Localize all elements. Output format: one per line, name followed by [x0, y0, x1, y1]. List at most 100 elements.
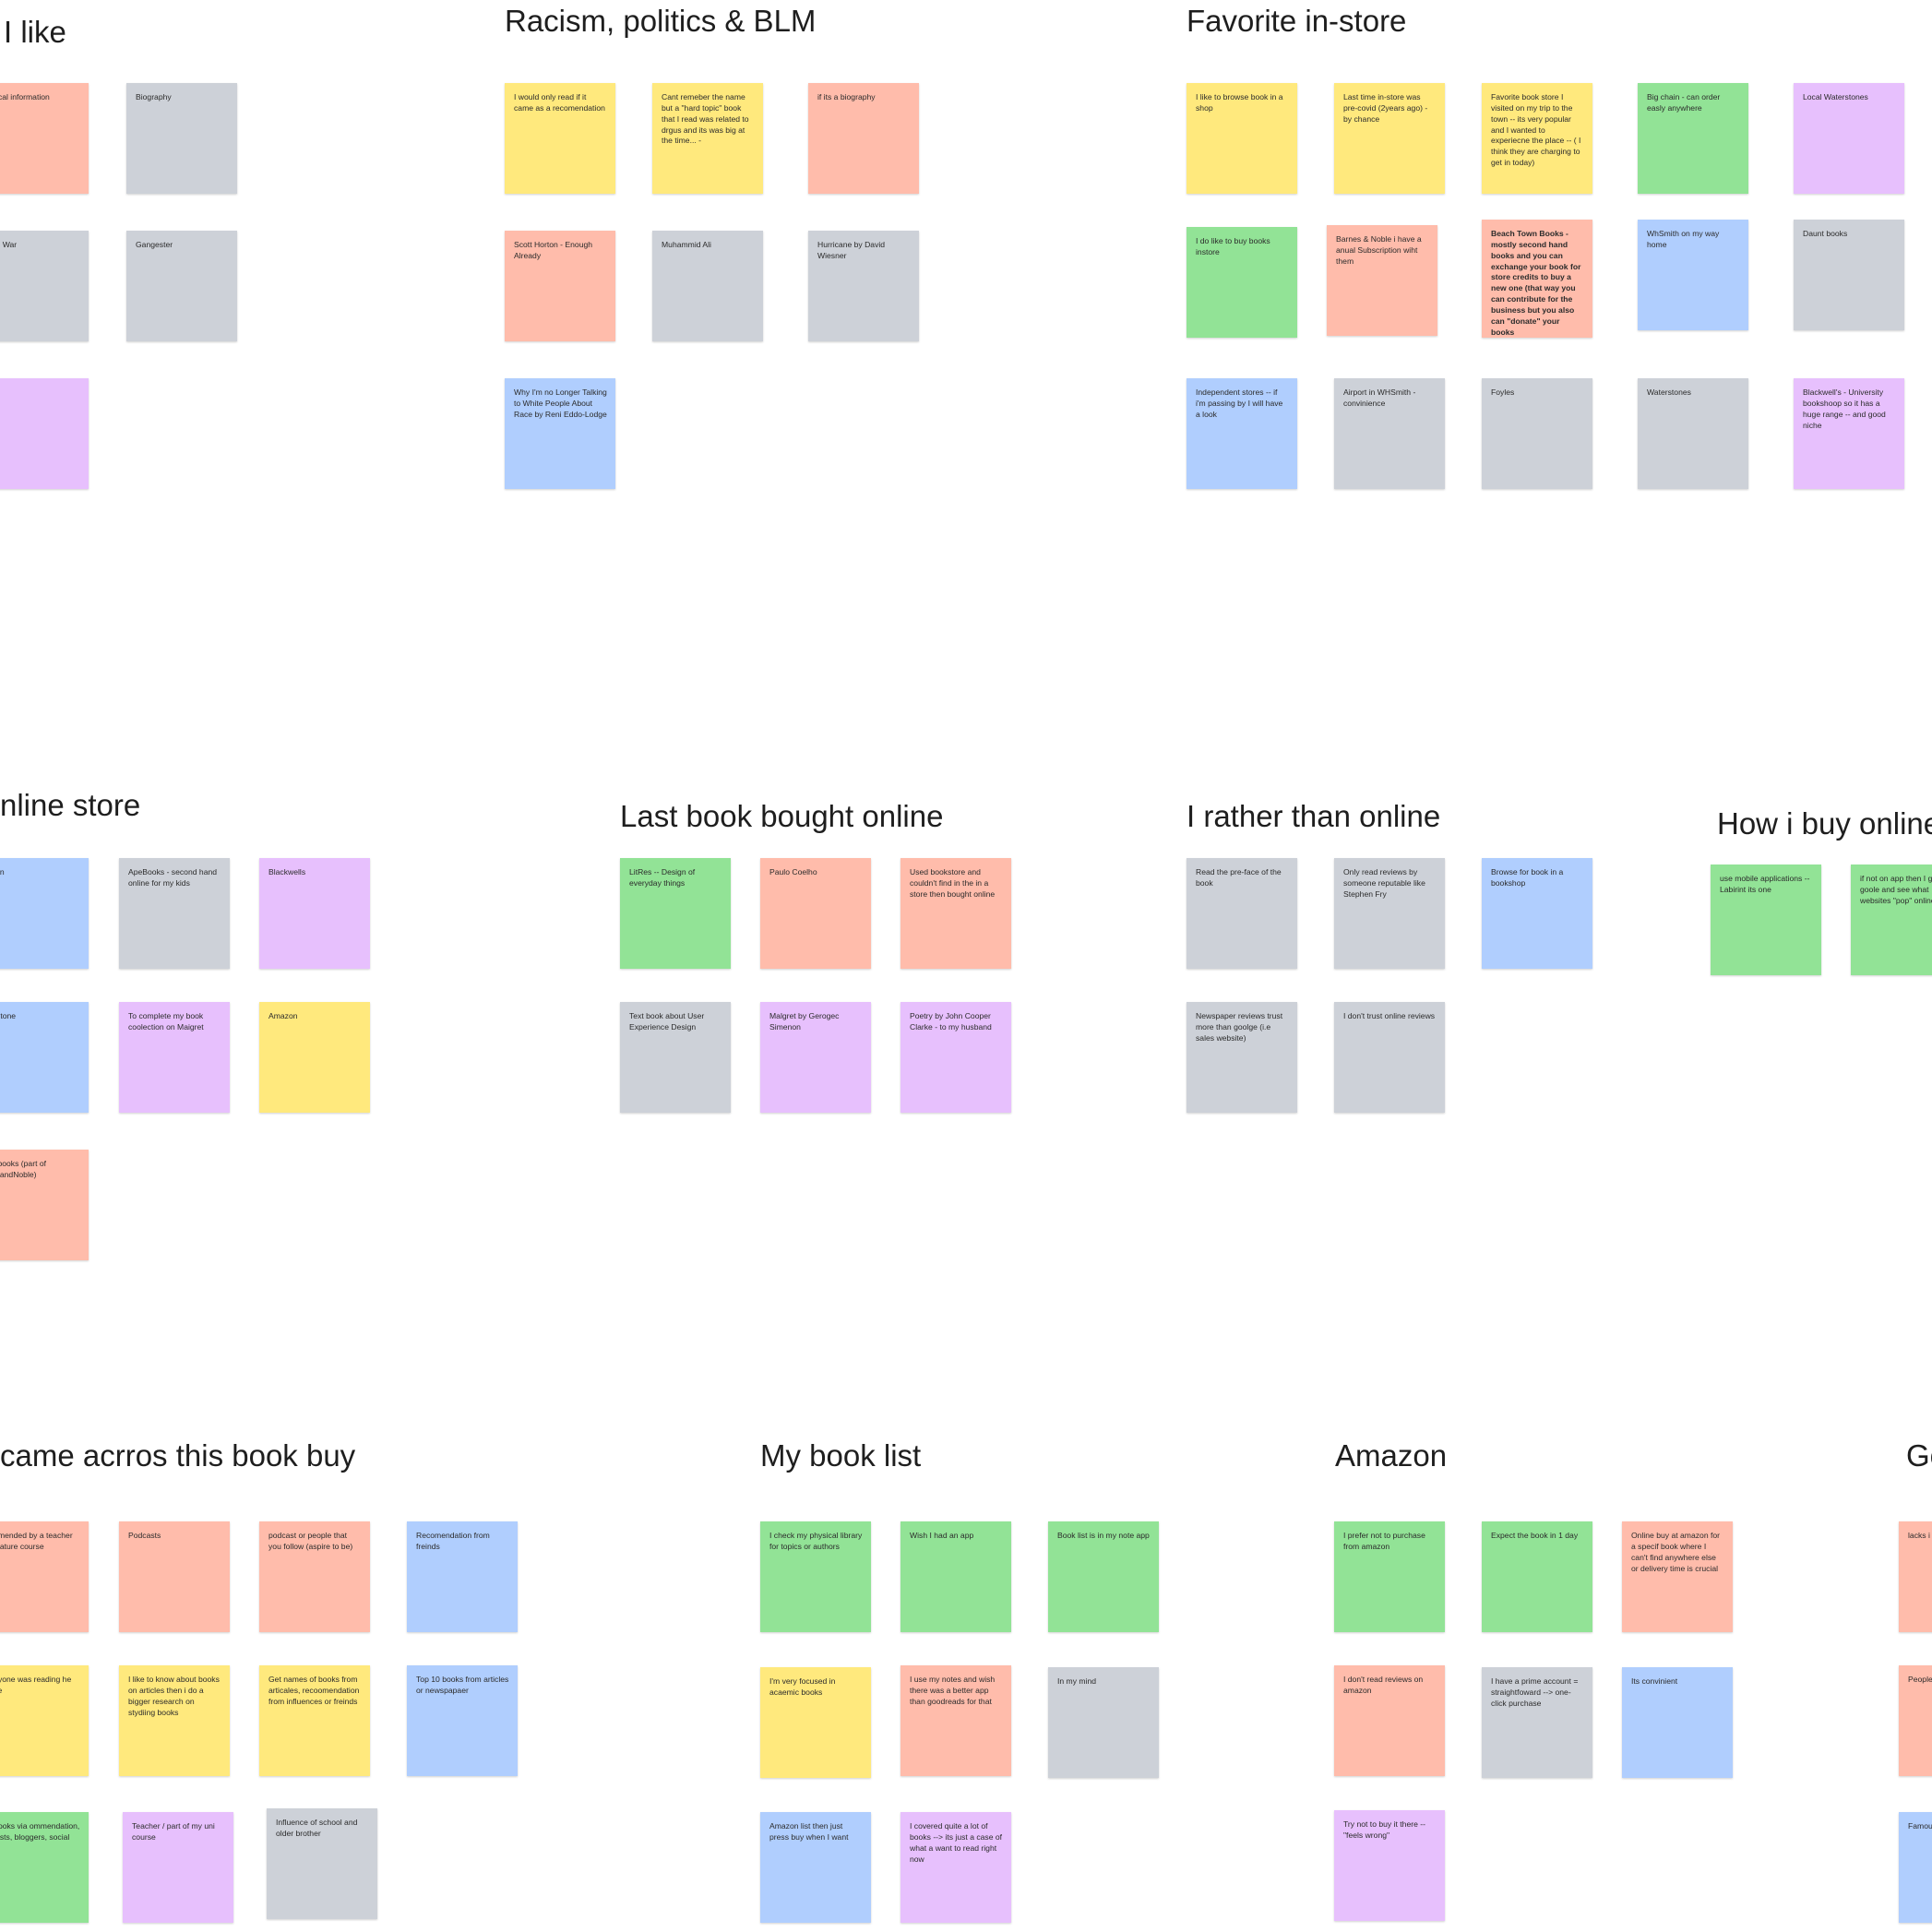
sticky-note[interactable]: Independent stores -- if i'm passing by …: [1187, 378, 1297, 489]
note-text: Podcasts: [128, 1531, 161, 1540]
sticky-note[interactable]: Hurricane by David Wiesner: [808, 231, 919, 341]
sticky-note[interactable]: LitRes -- Design of everyday things: [620, 858, 731, 969]
sticky-note[interactable]: if its a biography: [808, 83, 919, 194]
sticky-note[interactable]: orld War: [0, 231, 89, 341]
sticky-note[interactable]: Expect the book in 1 day: [1482, 1521, 1592, 1632]
sticky-note[interactable]: Amazon: [259, 1002, 370, 1113]
sticky-note[interactable]: Text book about User Experience Design: [620, 1002, 731, 1113]
sticky-note[interactable]: Scott Horton - Enough Already: [505, 231, 615, 341]
sticky-note[interactable]: Barnes & Noble i have a anual Subscripti…: [1327, 225, 1437, 336]
sticky-note[interactable]: Cant remeber the name but a "hard topic"…: [652, 83, 763, 194]
sticky-note[interactable]: Blackwell's - University bookshoop so it…: [1794, 378, 1904, 489]
section-heading-i-like: I like: [4, 15, 66, 49]
sticky-note[interactable]: People there a not like: [1899, 1665, 1932, 1776]
note-text: LitRes -- Design of everyday things: [629, 867, 696, 888]
note-text: Malgret by Gerogeс Simenon: [769, 1011, 840, 1032]
note-text: Why I'm no Longer Talking to White Peopl…: [514, 388, 607, 419]
sticky-note[interactable]: Big chain - can order easly anywhere: [1638, 83, 1748, 194]
sticky-note[interactable]: I check my physical library for topics o…: [760, 1521, 871, 1632]
sticky-note[interactable]: Book list is in my note app: [1048, 1521, 1159, 1632]
note-text: Book list is in my note app: [1057, 1531, 1150, 1540]
note-text: Cant remeber the name but a "hard topic"…: [662, 92, 749, 146]
sticky-note[interactable]: I don't read reviews on amazon: [1334, 1665, 1445, 1776]
sticky-note[interactable]: Amazon list then just press buy when I w…: [760, 1812, 871, 1923]
sticky-note[interactable]: I like to browse book in a shop: [1187, 83, 1297, 194]
sticky-note[interactable]: Teacher / part of my uni course: [123, 1812, 233, 1923]
sticky-note[interactable]: WhSmith on my way home: [1638, 220, 1748, 330]
sticky-note[interactable]: Foyles: [1482, 378, 1592, 489]
note-text: Scott Horton - Enough Already: [514, 240, 593, 260]
sticky-note[interactable]: Local Waterstones: [1794, 83, 1904, 194]
sticky-note[interactable]: Wish I had an app: [900, 1521, 1011, 1632]
sticky-note[interactable]: torical information: [0, 83, 89, 194]
sticky-note[interactable]: lacks i enough know it: [1899, 1521, 1932, 1632]
sticky-note[interactable]: Browse for book in a bookshop: [1482, 858, 1592, 969]
note-text: Poetry by John Cooper Clarke - to my hus…: [910, 1011, 992, 1032]
sticky-note[interactable]: ApeBooks - second hand online for my kid…: [119, 858, 230, 969]
sticky-note[interactable]: Famous person: [1899, 1812, 1932, 1923]
sticky-note[interactable]: Recomendation from freinds: [407, 1521, 518, 1632]
sticky-note[interactable]: Used bookstore and couldn't find in the …: [900, 858, 1011, 969]
sticky-note[interactable]: Podcasts: [119, 1521, 230, 1632]
sticky-note[interactable]: I use my notes and wish there was a bett…: [900, 1665, 1011, 1776]
sticky-note[interactable]: Try not to buy it there -- "feels wrong": [1334, 1810, 1445, 1921]
sticky-note[interactable]: azon: [0, 858, 89, 969]
note-text: WhSmith on my way home: [1647, 229, 1720, 249]
sticky-note[interactable]: use mobile applications -- Labirint its …: [1711, 865, 1821, 975]
sticky-note[interactable]: Airport in WHSmith - convinience: [1334, 378, 1445, 489]
section-heading-favorite-instore: Favorite in-store: [1187, 4, 1407, 38]
note-text: I'm very focused in acaemic books: [769, 1676, 836, 1697]
sticky-note[interactable]: Last time in-store was pre-covid (2years…: [1334, 83, 1445, 194]
sticky-note[interactable]: Blackwells: [259, 858, 370, 969]
note-text: Text book about User Experience Design: [629, 1011, 705, 1032]
sticky-note[interactable]: Favorite book store I visited on my trip…: [1482, 83, 1592, 194]
sticky-note[interactable]: Gangester: [126, 231, 237, 341]
sticky-note[interactable]: In my mind: [1048, 1667, 1159, 1778]
section-heading-how-buy-online: How i buy online: [1717, 806, 1932, 841]
note-text: Last time in-store was pre-covid (2years…: [1343, 92, 1428, 124]
note-text: I use my notes and wish there was a bett…: [910, 1675, 996, 1706]
sticky-note[interactable]: I have a prime account = straightfoward …: [1482, 1667, 1592, 1778]
sticky-note[interactable]: podcast or people that you follow (aspir…: [259, 1521, 370, 1632]
sticky-note[interactable]: Influence of school and older brother: [267, 1808, 377, 1919]
sticky-note[interactable]: Why I'm no Longer Talking to White Peopl…: [505, 378, 615, 489]
sticky-note[interactable]: Newspaper reviews trust more than goolge…: [1187, 1002, 1297, 1113]
sticky-note[interactable]: Read the pre-face of the book: [1187, 858, 1297, 969]
sticky-note[interactable]: I covered quite a lot of books --> its j…: [900, 1812, 1011, 1923]
sticky-note[interactable]: d books via ommendation, dcasts, blogger…: [0, 1812, 89, 1923]
sticky-note[interactable]: Beach Town Books - mostly second hand bo…: [1482, 220, 1592, 338]
sticky-note[interactable]: ion: [0, 378, 89, 489]
sticky-note[interactable]: I don't trust online reviews: [1334, 1002, 1445, 1113]
sticky-note[interactable]: if not on app then I go goole and see wh…: [1851, 865, 1932, 975]
sticky-note[interactable]: I would only read if it came as a recome…: [505, 83, 615, 194]
note-text: Independent stores -- if i'm passing by …: [1196, 388, 1283, 419]
sticky-note[interactable]: Malgret by Gerogeс Simenon: [760, 1002, 871, 1113]
sticky-note[interactable]: Poetry by John Cooper Clarke - to my hus…: [900, 1002, 1011, 1113]
sticky-note[interactable]: Daunt books: [1794, 220, 1904, 330]
sticky-note[interactable]: To complete my book coolection on Maigre…: [119, 1002, 230, 1113]
sticky-note[interactable]: Waterstones: [1638, 378, 1748, 489]
sticky-note[interactable]: ok books (part of nesandNoble): [0, 1150, 89, 1260]
note-text: veryone was reading he time: [0, 1675, 72, 1695]
section-heading-racism-politics-blm: Racism, politics & BLM: [505, 4, 817, 38]
sticky-note[interactable]: Top 10 books from articles or newspapaer: [407, 1665, 518, 1776]
sticky-note[interactable]: I like to know about books on articles t…: [119, 1665, 230, 1776]
note-text: orld War: [0, 240, 18, 249]
sticky-note[interactable]: Biography: [126, 83, 237, 194]
sticky-note[interactable]: Only read reviews by someone reputable l…: [1334, 858, 1445, 969]
sticky-note[interactable]: I'm very focused in acaemic books: [760, 1667, 871, 1778]
section-heading-my-book-list: My book list: [760, 1438, 922, 1473]
sticky-note[interactable]: Online buy at amazon for a specif book w…: [1622, 1521, 1733, 1632]
note-text: Expect the book in 1 day: [1491, 1531, 1579, 1540]
sticky-note[interactable]: veryone was reading he time: [0, 1665, 89, 1776]
sticky-note[interactable]: ommended by a teacher literature course: [0, 1521, 89, 1632]
sticky-note[interactable]: I prefer not to purchase from amazon: [1334, 1521, 1445, 1632]
note-text: Get names of books from articales, recoo…: [268, 1675, 360, 1706]
sticky-note[interactable]: Muhammid Ali: [652, 231, 763, 341]
sticky-note[interactable]: I do like to buy books instore: [1187, 227, 1297, 338]
sticky-note[interactable]: Get names of books from articales, recoo…: [259, 1665, 370, 1776]
sticky-note[interactable]: Paulo Coelho: [760, 858, 871, 969]
sticky-note[interactable]: terstone: [0, 1002, 89, 1113]
sticky-note[interactable]: Its convinient: [1622, 1667, 1733, 1778]
